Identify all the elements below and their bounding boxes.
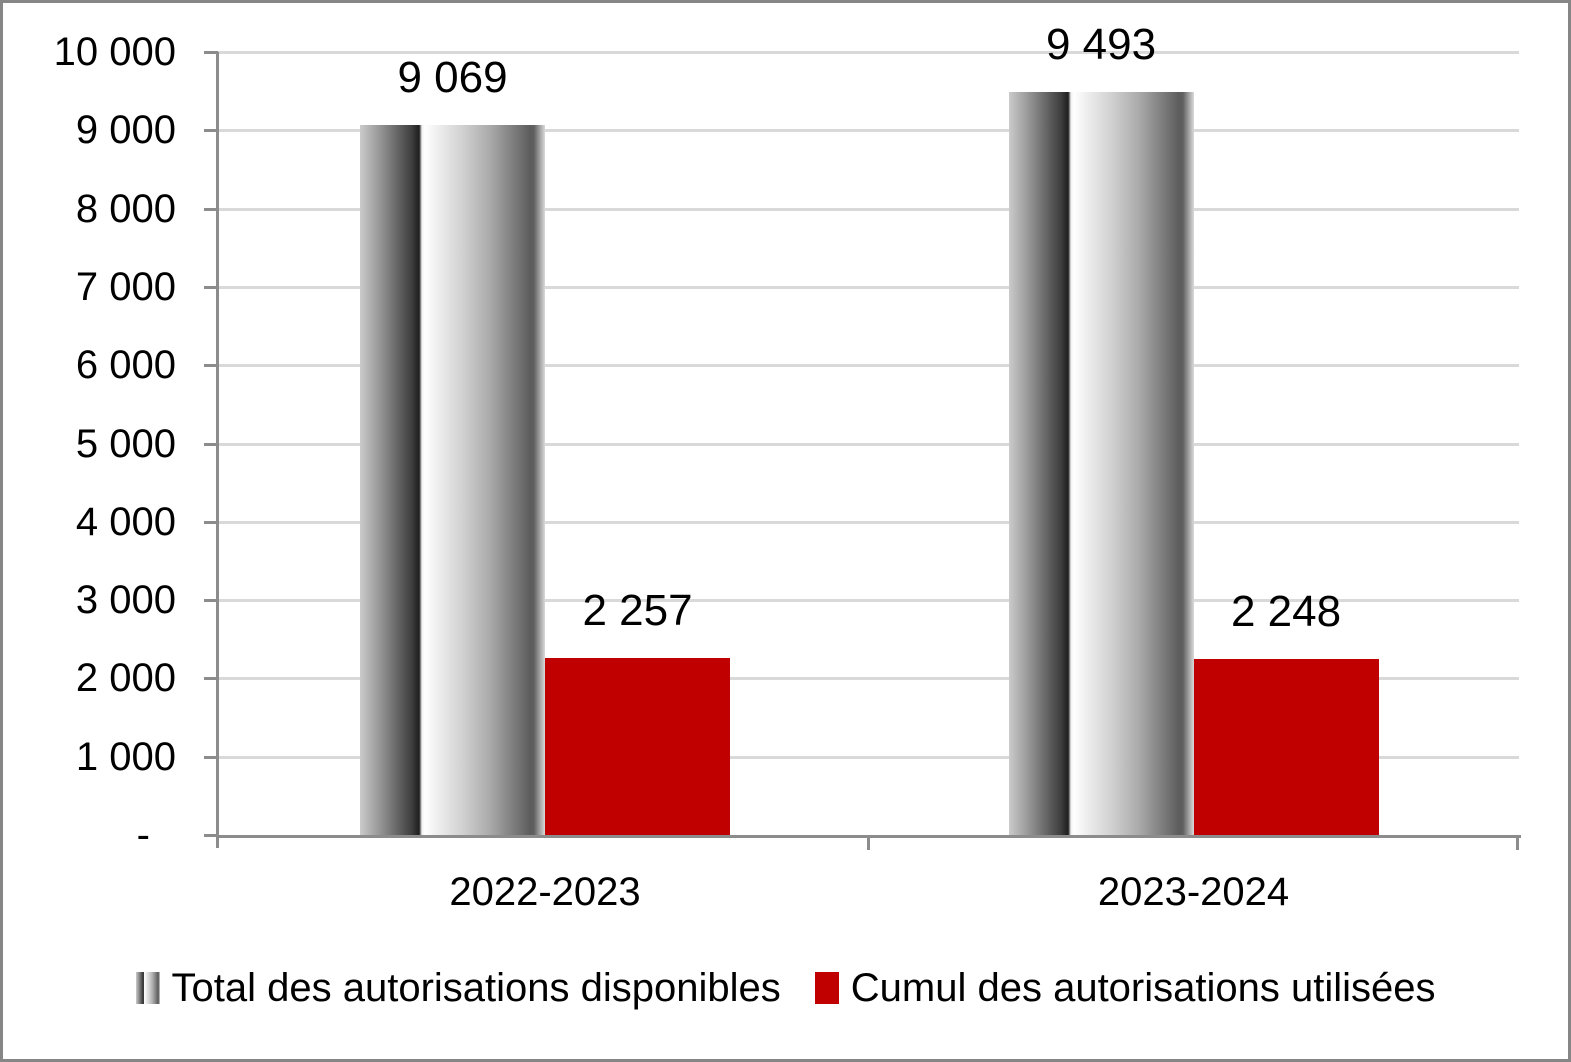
legend-swatch-gray-cylinder-icon <box>135 972 160 1004</box>
y-tick-label: 4 000 <box>75 500 176 544</box>
x-axis-tick <box>1516 836 1519 850</box>
y-axis-tick <box>204 834 218 837</box>
y-axis-line <box>216 52 219 848</box>
legend-label-cumul-utilisees: Cumul des autorisations utilisées <box>850 966 1436 1010</box>
legend-item-total-disponibles: Total des autorisations disponibles <box>135 964 781 1012</box>
gridline <box>218 208 1519 211</box>
y-axis-tick <box>204 51 218 54</box>
y-tick-label: - <box>136 813 150 857</box>
value-label-total-disponibles-2022-2023: 9 069 <box>397 53 508 102</box>
value-label-cumul-utilisees-2022-2023: 2 257 <box>582 586 693 635</box>
bar-total-disponibles-2023-2024 <box>1008 92 1194 835</box>
legend-label-total-disponibles: Total des autorisations disponibles <box>171 966 781 1010</box>
bar-cumul-utilisees-2022-2023 <box>545 658 730 835</box>
y-axis-tick <box>204 677 218 680</box>
gridline <box>218 599 1519 602</box>
legend: Total des autorisations disponibles Cumu… <box>0 960 1571 1016</box>
y-axis-tick <box>204 208 218 211</box>
y-tick-label: 1 000 <box>75 735 176 779</box>
gridline <box>218 129 1519 132</box>
y-axis-tick <box>204 129 218 132</box>
y-tick-label: 3 000 <box>75 578 176 622</box>
y-tick-label: 10 000 <box>53 30 176 74</box>
gridline <box>218 364 1519 367</box>
gridline <box>218 286 1519 289</box>
legend-item-cumul-utilisees: Cumul des autorisations utilisées <box>814 964 1436 1012</box>
gridline <box>218 677 1519 680</box>
y-axis-tick <box>204 599 218 602</box>
y-axis-tick <box>204 364 218 367</box>
y-tick-label: 8 000 <box>75 187 176 231</box>
y-axis-tick <box>204 286 218 289</box>
y-axis-tick <box>204 756 218 759</box>
value-label-cumul-utilisees-2023-2024: 2 248 <box>1230 587 1342 636</box>
x-category-label-2022-2023: 2022-2023 <box>449 870 641 914</box>
y-axis-tick <box>204 521 218 524</box>
value-label-total-disponibles-2023-2024: 9 493 <box>1045 20 1157 69</box>
y-tick-label: 6 000 <box>75 343 176 387</box>
x-axis-tick <box>867 836 870 850</box>
gridline <box>218 756 1519 759</box>
gridline <box>218 51 1519 54</box>
y-tick-label: 5 000 <box>75 422 176 466</box>
gridline <box>218 443 1519 446</box>
legend-swatch-red-icon <box>814 972 839 1004</box>
y-tick-label: 2 000 <box>75 656 176 700</box>
y-tick-label: 9 000 <box>75 108 176 152</box>
y-axis-tick <box>204 443 218 446</box>
y-tick-label: 7 000 <box>75 265 176 309</box>
gridline <box>218 521 1519 524</box>
bar-cumul-utilisees-2023-2024 <box>1193 659 1379 835</box>
x-category-label-2023-2024: 2023-2024 <box>1097 870 1290 914</box>
bar-total-disponibles-2022-2023 <box>360 125 545 835</box>
